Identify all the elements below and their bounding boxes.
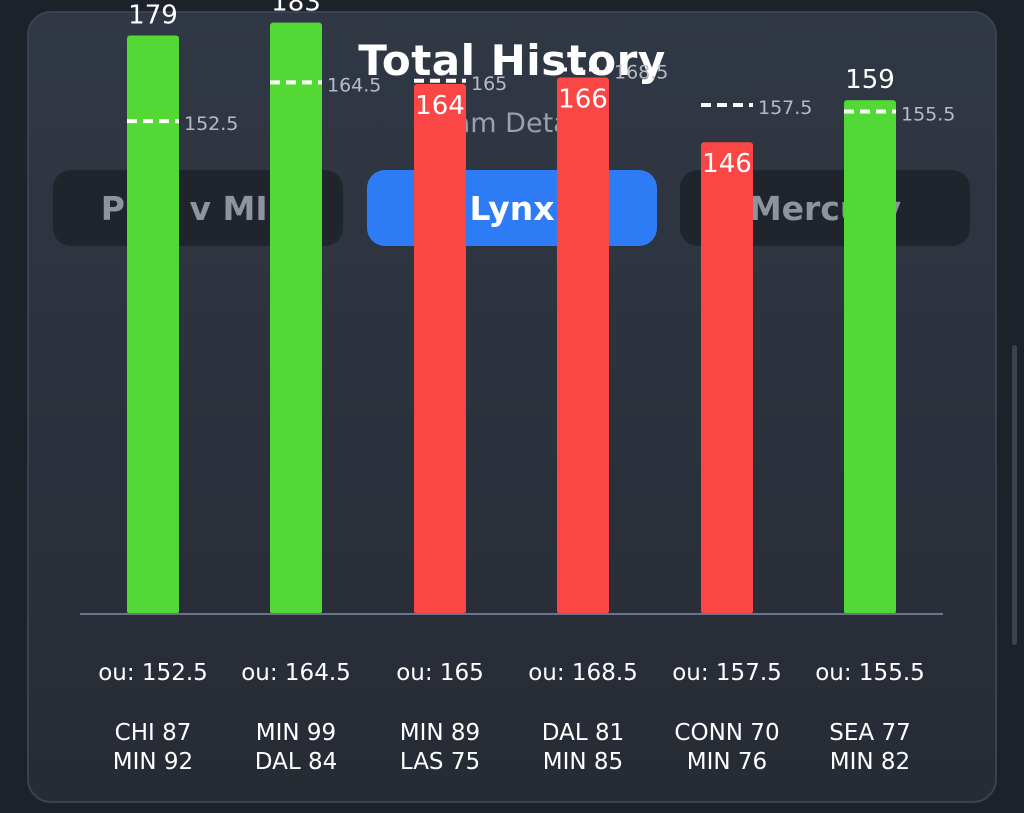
game-line1-1: MIN 99: [256, 720, 336, 746]
bar-5: [844, 100, 896, 614]
bar-value-label-0: 179: [128, 1, 178, 31]
game-line2-5: MIN 82: [830, 749, 910, 775]
bar-value-label-4: 146: [702, 149, 752, 179]
bar-value-label-5: 159: [845, 65, 895, 95]
game-line1-2: MIN 89: [400, 720, 480, 746]
bar-0: [127, 35, 179, 615]
ou-label-5: ou: 155.5: [815, 660, 925, 686]
game-line2-3: MIN 85: [543, 749, 623, 775]
bar-2: [414, 84, 466, 614]
ou-line-label-4: 157.5: [758, 97, 812, 119]
ou-label-3: ou: 168.5: [528, 660, 638, 686]
game-line1-4: CONN 70: [674, 720, 779, 746]
game-line1-3: DAL 81: [542, 720, 624, 746]
bar-4: [701, 142, 753, 615]
scrollbar[interactable]: [1012, 345, 1017, 645]
game-line2-1: DAL 84: [255, 749, 337, 775]
ou-label-0: ou: 152.5: [98, 660, 208, 686]
game-line1-5: SEA 77: [829, 720, 910, 746]
bar-1: [270, 22, 322, 615]
game-line2-2: LAS 75: [400, 749, 480, 775]
total-history-card: [27, 11, 997, 803]
ou-label-2: ou: 165: [396, 660, 484, 686]
ou-line-label-1: 164.5: [327, 74, 381, 96]
ou-line-label-0: 152.5: [184, 113, 238, 135]
ou-label-4: ou: 157.5: [672, 660, 782, 686]
bar-value-label-1: 183: [271, 0, 321, 18]
ou-line-label-2: 165: [471, 73, 507, 95]
bar-3: [557, 77, 609, 615]
ou-line-label-5: 155.5: [901, 103, 955, 125]
ou-line-label-3: 168.5: [614, 61, 668, 83]
bar-value-label-2: 164: [415, 91, 465, 121]
chart-title: Total History: [358, 36, 666, 85]
game-line2-4: MIN 76: [687, 749, 767, 775]
game-line2-0: MIN 92: [113, 749, 193, 775]
game-line1-0: CHI 87: [115, 720, 192, 746]
ou-label-1: ou: 164.5: [241, 660, 351, 686]
bar-value-label-3: 166: [558, 85, 608, 115]
